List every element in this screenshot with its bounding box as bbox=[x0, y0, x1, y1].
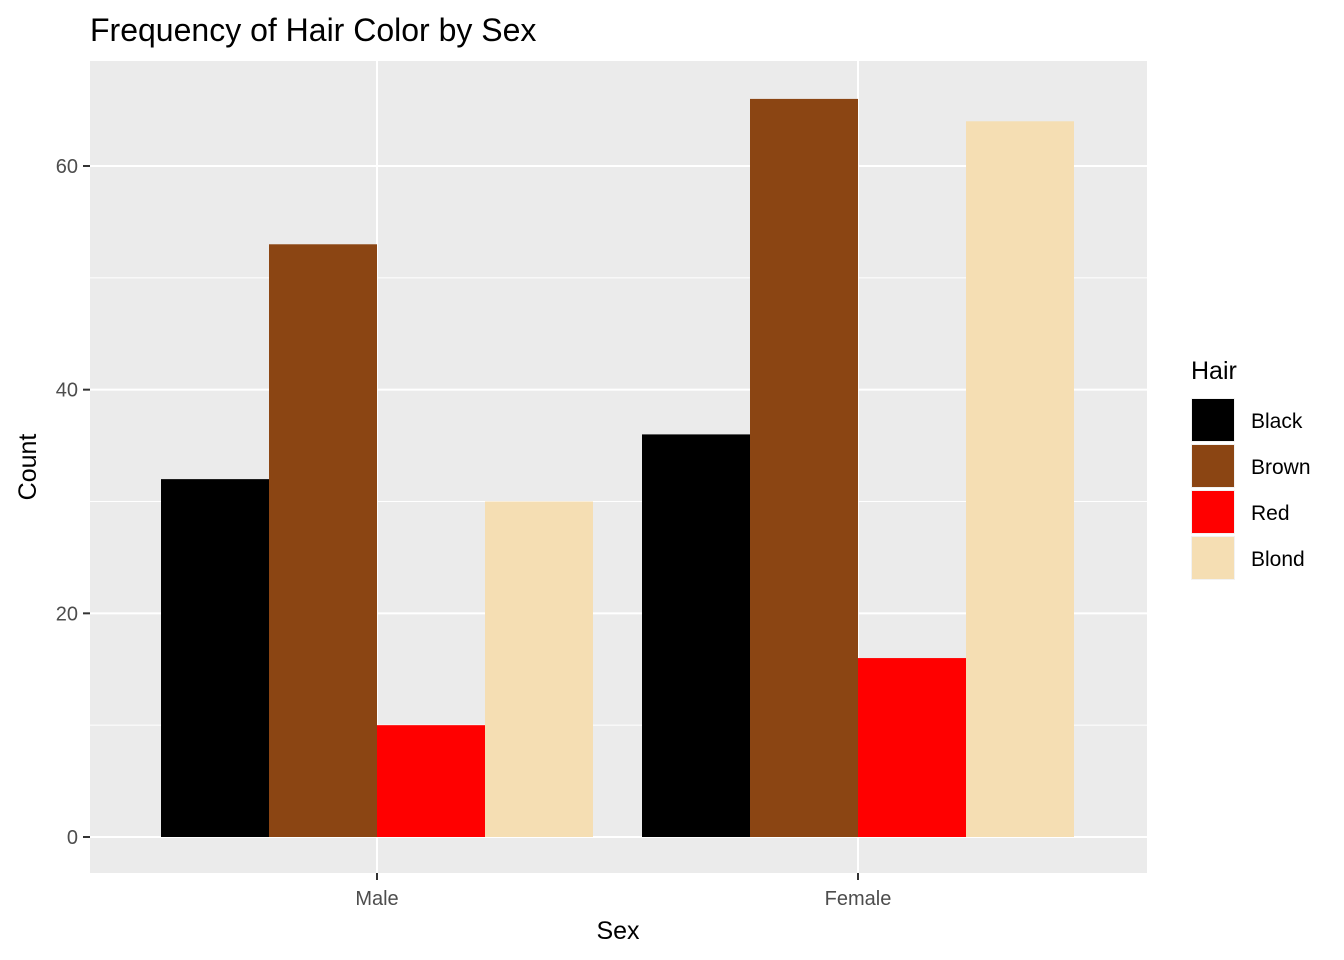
bar-black-male bbox=[161, 479, 269, 837]
y-tick-label: 0 bbox=[67, 827, 78, 849]
y-axis: 0 20 40 60 bbox=[56, 156, 90, 849]
bar-brown-male bbox=[269, 244, 377, 838]
legend-label-black: Black bbox=[1251, 410, 1303, 433]
legend: Hair Black Brown Red Blond bbox=[1191, 357, 1311, 580]
legend-key-brown bbox=[1192, 445, 1234, 487]
legend-key-red bbox=[1192, 491, 1234, 533]
bar-blond-female bbox=[966, 121, 1074, 838]
y-tick-label: 60 bbox=[56, 156, 78, 178]
chart-title: Frequency of Hair Color by Sex bbox=[90, 12, 536, 48]
bar-red-female bbox=[858, 658, 966, 837]
bar-blond-male bbox=[485, 501, 593, 837]
x-axis: Male Female bbox=[355, 873, 891, 910]
x-tick-label: Male bbox=[355, 888, 398, 910]
legend-key-blond bbox=[1192, 537, 1234, 579]
legend-label-brown: Brown bbox=[1251, 456, 1311, 479]
bar-black-female bbox=[642, 434, 750, 837]
legend-key-black bbox=[1192, 399, 1234, 441]
legend-label-blond: Blond bbox=[1251, 548, 1305, 571]
legend-label-red: Red bbox=[1251, 502, 1290, 525]
legend-title: Hair bbox=[1191, 357, 1237, 385]
bar-brown-female bbox=[750, 98, 858, 837]
x-tick-label: Female bbox=[825, 888, 892, 910]
x-axis-title: Sex bbox=[596, 917, 640, 945]
y-tick-label: 20 bbox=[56, 603, 78, 625]
y-tick-label: 40 bbox=[56, 380, 78, 402]
bar-red-male bbox=[377, 725, 485, 837]
y-axis-title: Count bbox=[14, 434, 42, 501]
bars bbox=[161, 98, 1074, 838]
